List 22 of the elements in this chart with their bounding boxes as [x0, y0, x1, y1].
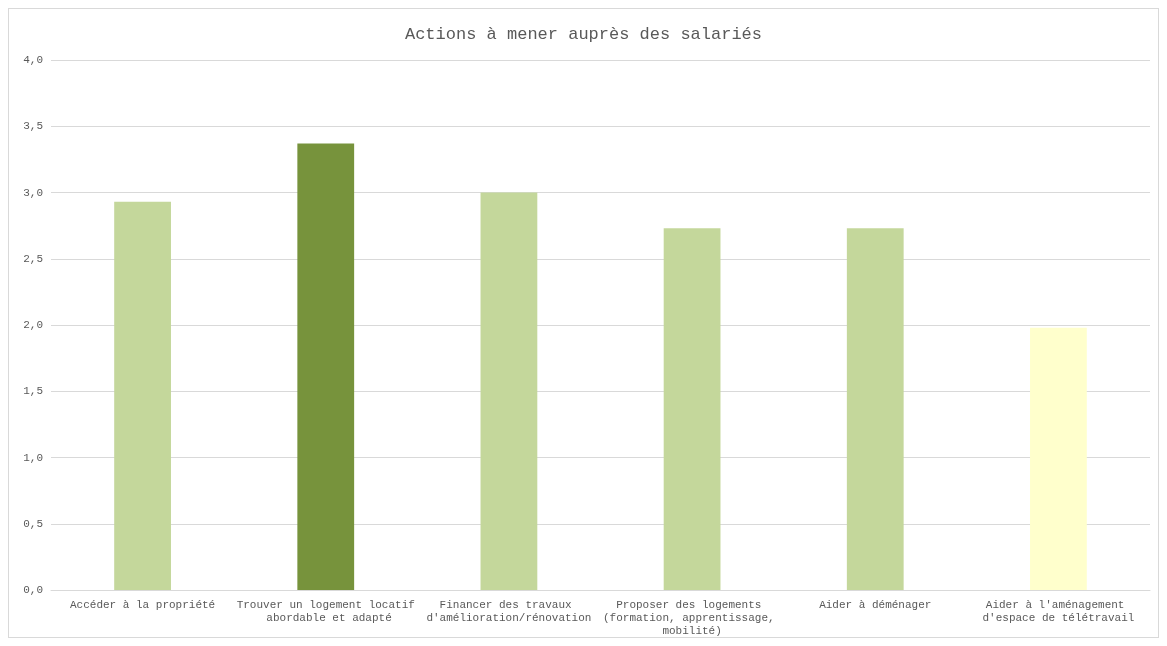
bar [1030, 327, 1087, 590]
x-tick-label: Aider à l'aménagement d'espace de télétravail [982, 598, 1135, 624]
bar [114, 201, 171, 590]
bar [663, 228, 721, 590]
x-tick-label: Financer des travaux d'amélioration/rénovation [426, 598, 592, 624]
y-tick-label: 0,0 [23, 584, 43, 596]
x-tick-label: Accéder à la propriété [69, 598, 216, 611]
y-tick-label: 2,0 [23, 319, 43, 331]
x-tick-label: Proposer des logements (formation, apprentissage, mobilité) [602, 598, 782, 637]
y-tick-label: 1,0 [23, 451, 43, 464]
x-tick-label: Aider à déménager [819, 598, 932, 611]
bar [846, 228, 904, 590]
bar [480, 192, 538, 590]
bar [297, 143, 355, 590]
y-tick-label: 2,5 [23, 252, 43, 265]
y-tick-label: 3,5 [23, 120, 43, 133]
y-tick-label: 0,5 [23, 517, 43, 530]
y-tick-label: 1,5 [23, 385, 43, 398]
y-tick-label: 3,0 [23, 186, 43, 199]
chart-title: Actions à mener auprès des salariés [404, 25, 763, 44]
x-tick-label: Trouver un logement locatif abordable et adapté [236, 598, 415, 624]
y-tick-label: 4,0 [23, 54, 43, 66]
